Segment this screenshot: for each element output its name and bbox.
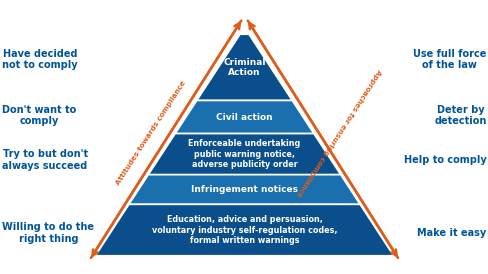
Text: Make it easy: Make it easy [416,228,486,238]
Text: Willing to do the
right thing: Willing to do the right thing [2,222,94,244]
Text: Use full force
of the law: Use full force of the law [412,48,486,70]
Text: Have decided
not to comply: Have decided not to comply [2,48,78,70]
Text: Enforceable undertaking
public warning notice,
adverse publicity order: Enforceable undertaking public warning n… [188,139,300,169]
Text: Deter by
detection: Deter by detection [433,104,486,126]
Polygon shape [196,34,292,101]
Text: Criminal
Action: Criminal Action [223,58,265,77]
Polygon shape [148,133,340,175]
Text: Help to comply: Help to comply [403,155,486,165]
Polygon shape [175,101,313,133]
Text: Infringement notices: Infringement notices [191,185,297,194]
Text: Education, advice and persuasion,
voluntary industry self-regulation codes,
form: Education, advice and persuasion, volunt… [151,215,337,245]
Polygon shape [129,175,359,204]
Text: Civil action: Civil action [216,113,272,122]
Polygon shape [95,204,393,256]
Text: Approaches for ensuring compliance: Approaches for ensuring compliance [295,68,381,197]
Text: Attitudes towards compliance: Attitudes towards compliance [114,79,186,185]
Text: Try to but don't
always succeed: Try to but don't always succeed [2,149,87,171]
Text: Don't want to
comply: Don't want to comply [2,104,77,126]
